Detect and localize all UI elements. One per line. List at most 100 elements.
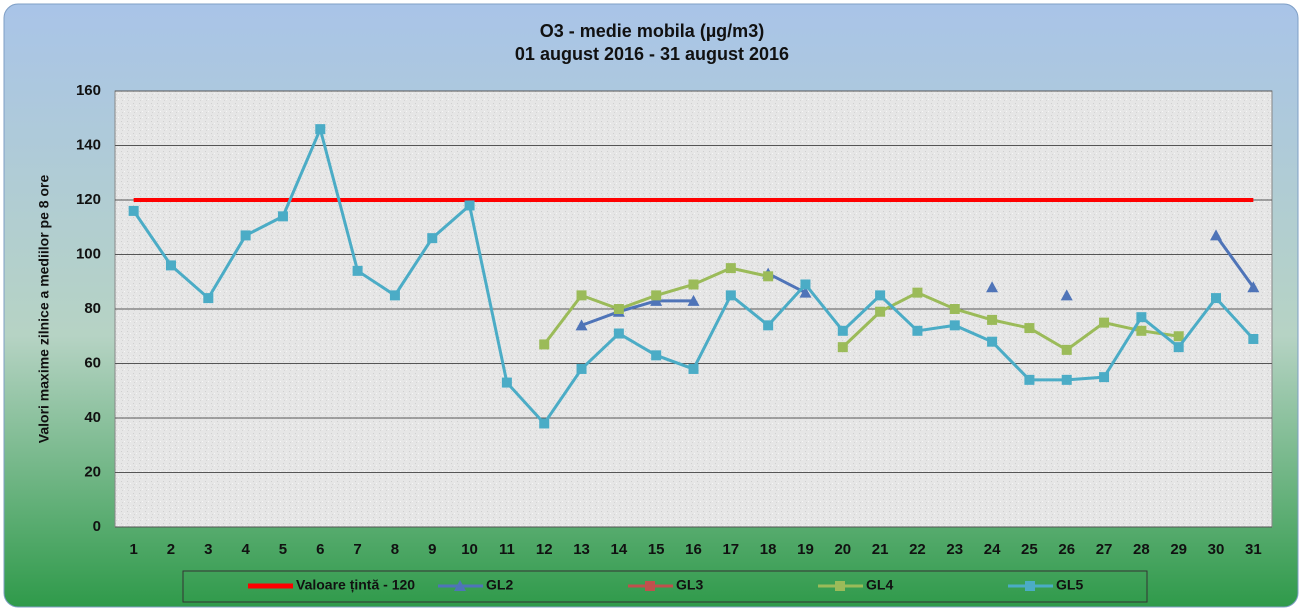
point [203,293,214,304]
y-tick-label: 120 [76,191,101,208]
point [800,279,811,290]
point [725,263,736,274]
x-tick-label: 8 [391,541,399,558]
point [1099,317,1110,328]
point [875,306,886,317]
chart-title: O3 - medie mobila (µg/m3) [540,21,764,41]
point [1210,229,1223,241]
point [688,279,699,290]
legend-marker [645,581,655,591]
x-tick-label: 21 [872,541,889,558]
legend-marker [454,580,466,591]
point [575,319,588,331]
point [277,211,288,222]
legend-label: GL5 [1056,577,1083,593]
point [875,290,886,301]
x-tick-label: 3 [204,541,212,558]
x-tick-label: 6 [316,541,324,558]
x-tick-label: 29 [1170,541,1187,558]
point [613,328,624,339]
x-tick-label: 27 [1096,541,1113,558]
point [1099,372,1110,383]
y-tick-label: 60 [84,354,101,371]
point [1136,312,1147,323]
point [576,363,587,374]
x-tick-label: 22 [909,541,926,558]
point [651,290,662,301]
legend-marker [1025,581,1035,591]
point [240,230,251,241]
point [1060,289,1073,301]
point [912,325,923,336]
point [986,281,999,293]
legend-label: Valoare țintă - 120 [296,577,415,593]
x-tick-label: 16 [685,541,702,558]
point [613,304,624,314]
x-tick-label: 30 [1208,541,1225,558]
legend [182,570,1148,603]
point [1061,374,1072,385]
legend-label: GL2 [486,577,513,593]
chart-subtitle: 01 august 2016 - 31 august 2016 [515,44,789,64]
y-tick-label: 40 [84,409,101,426]
point [427,233,438,244]
x-tick-label: 15 [648,541,665,558]
x-tick-label: 2 [167,541,175,558]
point [1136,325,1147,336]
x-tick-label: 23 [946,541,963,558]
point [1248,333,1259,344]
point [1173,342,1184,353]
x-tick-label: 17 [722,541,739,558]
point [1247,281,1260,293]
x-tick-label: 31 [1245,541,1262,558]
x-tick-label: 28 [1133,541,1150,558]
point [799,286,812,298]
point [949,320,960,331]
point [725,290,736,301]
point [576,290,587,301]
point [687,294,700,306]
point [763,271,774,282]
x-tick-label: 14 [611,541,628,558]
legend-label: GL4 [866,577,893,593]
point [315,124,326,135]
point [949,304,960,314]
x-tick-label: 5 [279,541,287,558]
point [464,200,475,211]
x-tick-label: 7 [353,541,361,558]
point [1024,323,1035,334]
point [987,314,998,325]
point [128,205,139,216]
x-tick-label: 10 [461,541,478,558]
point [987,336,998,347]
x-tick-label: 4 [241,541,250,558]
point [651,350,662,361]
x-tick-label: 25 [1021,541,1038,558]
point [1024,374,1035,385]
legend-marker [835,581,845,591]
point [837,342,848,353]
point [912,287,923,298]
y-axis-label: Valori maxime zilnice a mediilor pe 8 or… [36,175,52,444]
x-tick-label: 20 [834,541,851,558]
y-tick-label: 0 [93,518,101,535]
x-tick-label: 13 [573,541,590,558]
point [539,339,550,350]
point [1061,344,1072,355]
y-tick-label: 100 [76,245,101,262]
point [352,265,363,276]
x-tick-label: 9 [428,541,436,558]
point [688,363,699,374]
y-tick-label: 160 [76,82,101,99]
x-tick-label: 11 [499,541,515,558]
x-tick-label: 18 [760,541,777,558]
point [837,325,848,336]
point [165,260,176,271]
x-tick-label: 26 [1058,541,1075,558]
point [763,320,774,331]
y-tick-label: 20 [84,463,101,480]
x-tick-label: 24 [984,541,1001,558]
y-tick-label: 80 [84,300,101,317]
legend-label: GL3 [676,577,703,593]
